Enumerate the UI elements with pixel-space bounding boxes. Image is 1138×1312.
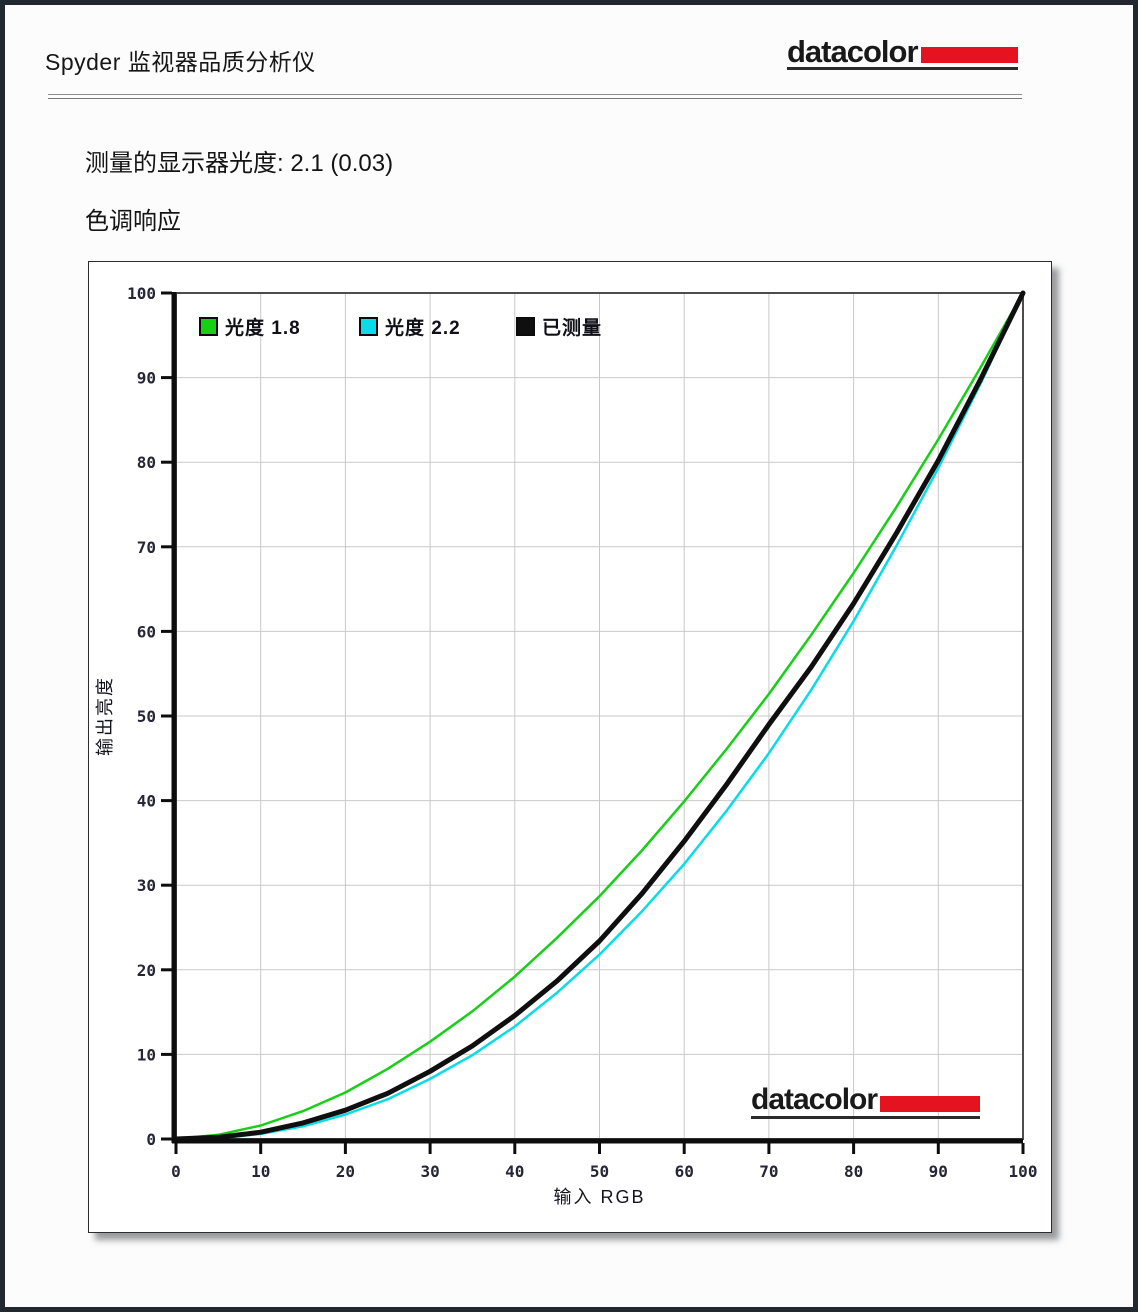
- y-tick-label: 50: [137, 707, 156, 726]
- datacolor-watermark-logo: datacolor: [751, 1083, 981, 1119]
- y-tick-label: 20: [137, 961, 156, 980]
- tone-response-chart: 0 10 20 30 40 50 60 70 80 90 100 0 10 20 30 40 50 60 70 80 9…: [88, 261, 1052, 1233]
- legend-label: 光度 1.8: [225, 317, 301, 339]
- logo-accent-bar: [920, 47, 1018, 64]
- y-tick-label: 40: [137, 792, 156, 811]
- datacolor-wordmark: datacolor: [751, 1083, 878, 1116]
- x-tick-label: 90: [929, 1162, 948, 1181]
- tone-response-plot: 0 10 20 30 40 50 60 70 80 90 100 0 10 20 30 40 50 60 70 80 9…: [95, 284, 1038, 1207]
- datacolor-logo: datacolor: [787, 34, 1018, 71]
- legend-swatch-gamma-1.8: [199, 316, 218, 336]
- legend-swatch-gamma-2.2: [359, 316, 378, 336]
- curve-measured: [173, 290, 1026, 1142]
- x-axis-label: 输入 RGB: [553, 1187, 645, 1207]
- legend-label: 光度 2.2: [385, 317, 461, 339]
- x-tick-label: 0: [171, 1162, 181, 1181]
- y-tick-label: 70: [137, 538, 156, 557]
- y-tick-label: 100: [127, 284, 156, 303]
- datacolor-wordmark: datacolor: [787, 34, 919, 69]
- y-tick-label: 80: [137, 453, 156, 472]
- y-tick-label: 0: [146, 1130, 156, 1149]
- y-tick-label: 90: [137, 369, 156, 388]
- x-tick-label: 70: [759, 1162, 778, 1181]
- curve-gamma-1.8: [174, 291, 1025, 1141]
- x-tick-label: 60: [675, 1162, 694, 1181]
- legend-item-gamma-2.2: 光度 2.2: [359, 315, 461, 339]
- page-title: Spyder 监视器品质分析仪: [45, 49, 316, 75]
- header-divider: [48, 94, 1022, 99]
- x-tick-label: 30: [420, 1162, 439, 1181]
- x-tick-label: 100: [1009, 1162, 1038, 1181]
- logo-accent-bar: [880, 1095, 981, 1112]
- y-axis-label: 输出亮度: [95, 676, 115, 756]
- legend-label: 已测量: [542, 317, 603, 339]
- x-tick-label: 80: [844, 1162, 863, 1181]
- x-tick-label: 20: [336, 1162, 355, 1181]
- curve-gamma-2.2: [174, 291, 1025, 1141]
- y-tick-label: 30: [137, 876, 156, 895]
- measured-gamma-text: 测量的显示器光度: 2.1 (0.03): [85, 150, 394, 177]
- legend-item-measured: 已测量: [516, 315, 603, 339]
- legend-swatch-measured: [516, 316, 535, 336]
- y-tick-label: 10: [137, 1045, 156, 1064]
- y-tick-label: 60: [137, 622, 156, 641]
- x-tick-label: 40: [505, 1162, 524, 1181]
- x-tick-label: 10: [251, 1162, 270, 1181]
- x-tick-label: 50: [590, 1162, 609, 1181]
- section-title: 色调响应: [85, 208, 181, 235]
- legend-item-gamma-1.8: 光度 1.8: [199, 315, 301, 339]
